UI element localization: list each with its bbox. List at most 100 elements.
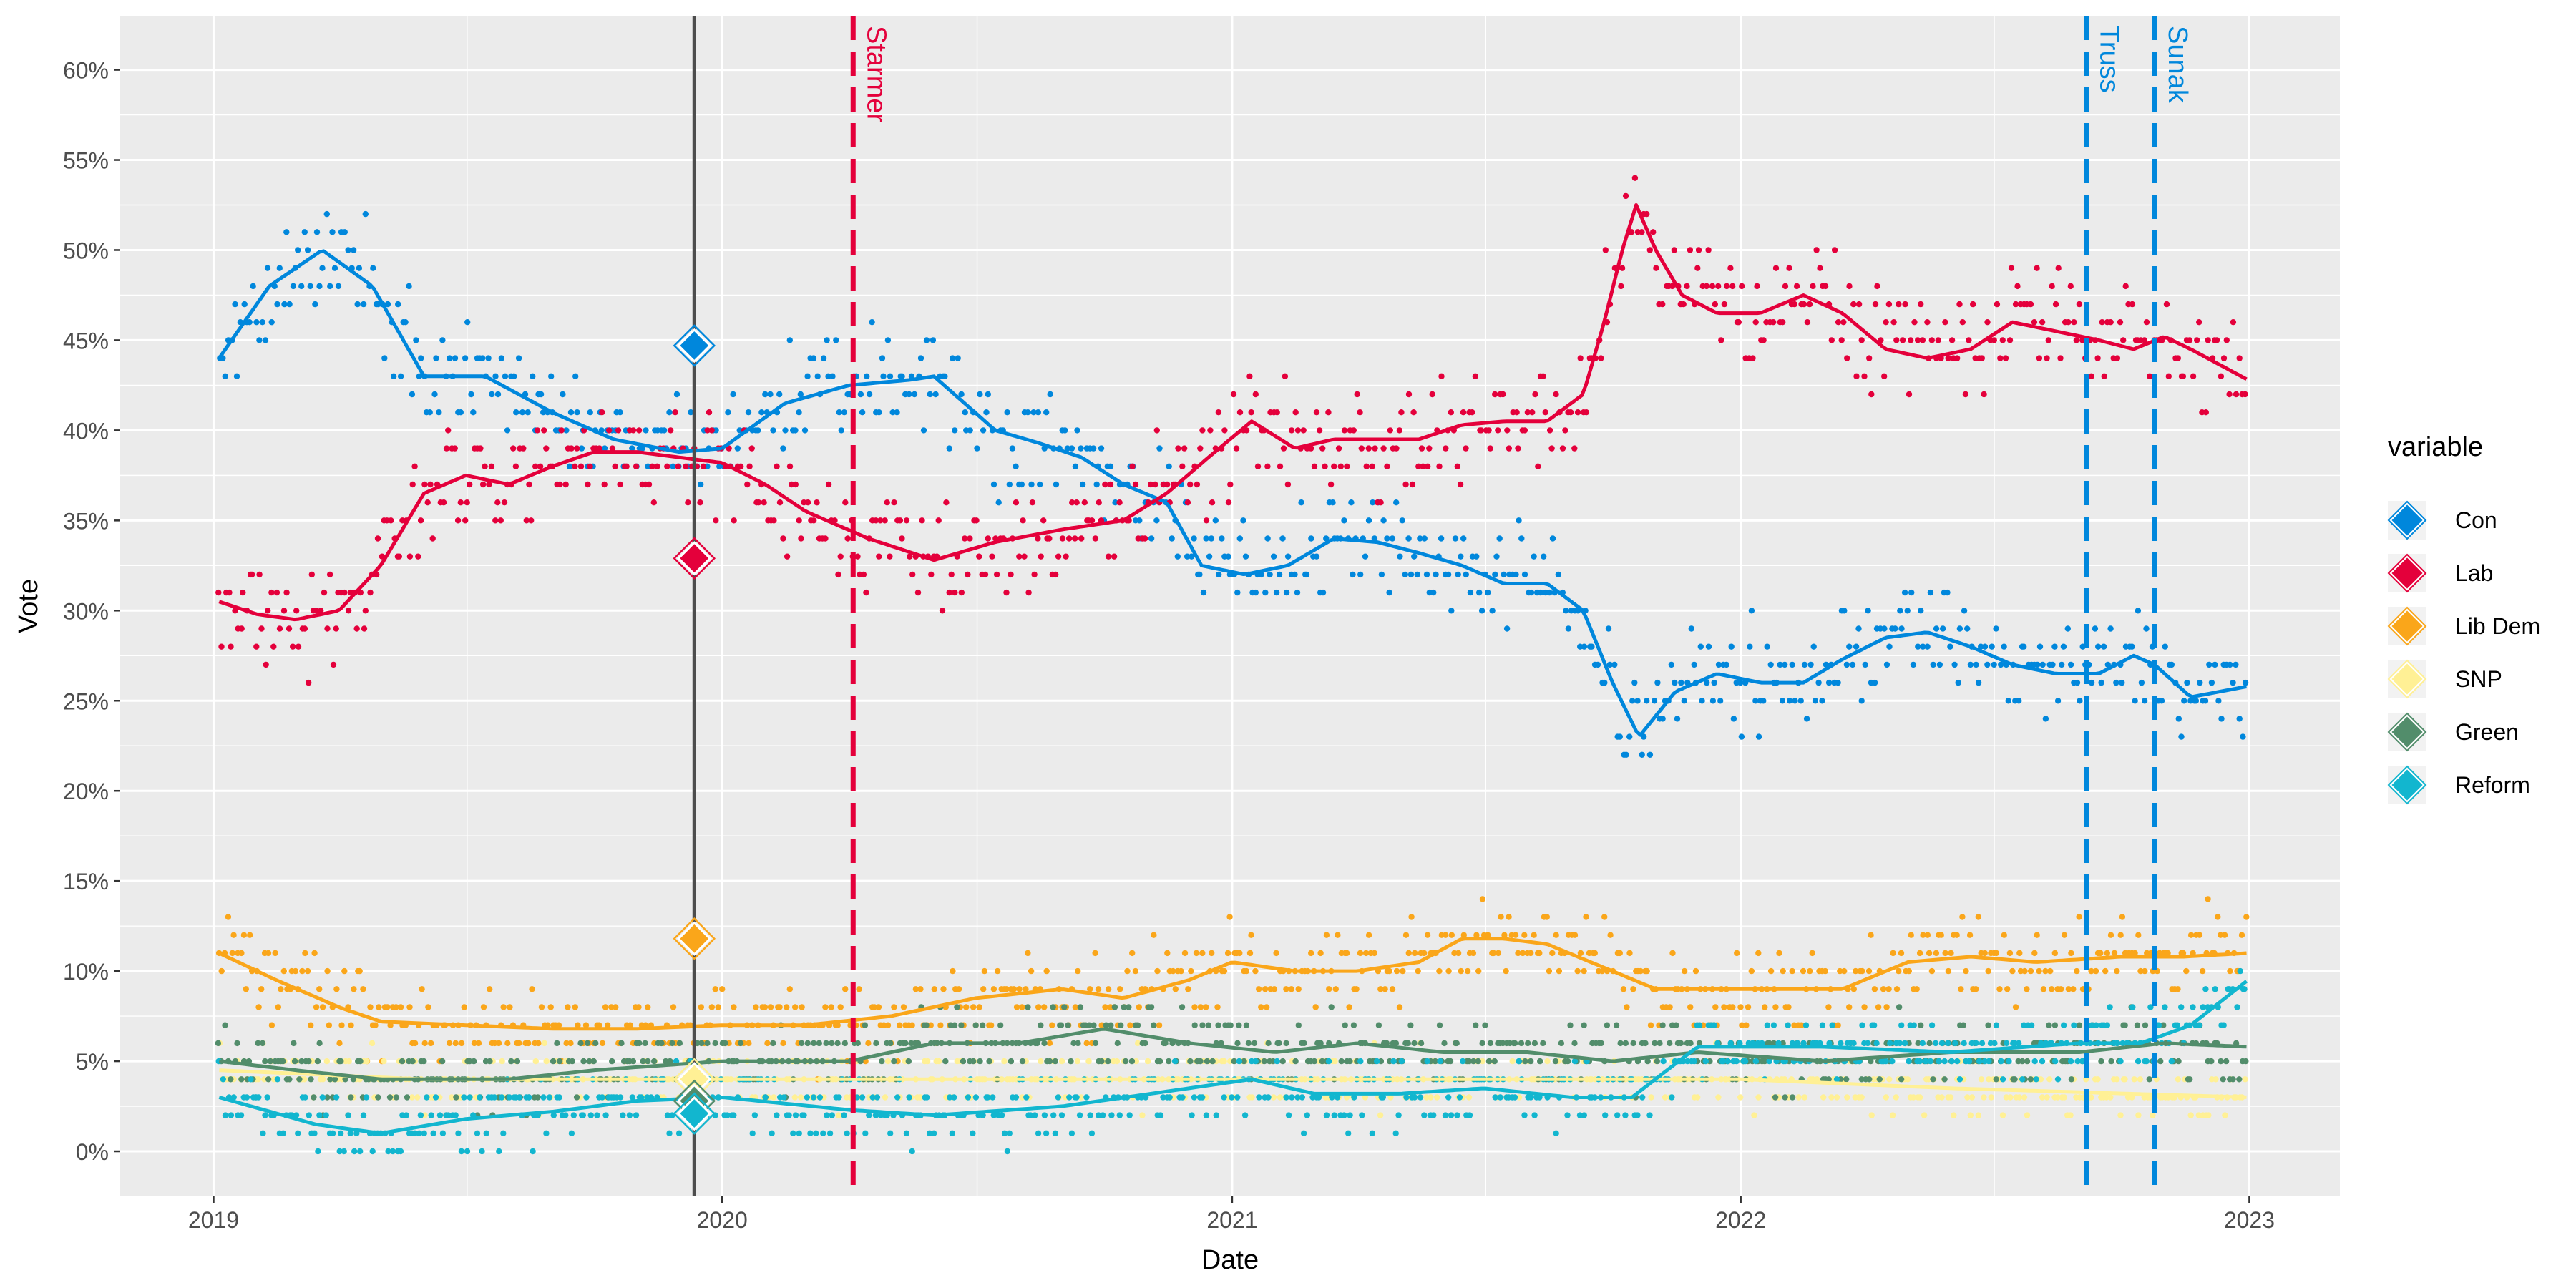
poll-point-reform [1750,1040,1756,1047]
poll-point-con [1927,589,1934,596]
poll-point-green [1540,1040,1546,1047]
poll-point-green [1960,1022,1966,1028]
poll-point-con [1212,517,1219,524]
poll-point-lib-dem [1948,950,1954,957]
y-tick-label: 0% [76,1139,109,1165]
poll-point-snp [255,1076,261,1083]
poll-point-lib-dem [565,1004,571,1010]
poll-point-lab [1369,463,1375,469]
poll-point-con [645,463,651,469]
poll-point-green [1311,1058,1318,1065]
poll-point-snp [1058,1058,1065,1065]
poll-point-con [492,373,499,379]
poll-point-con [2088,679,2095,686]
poll-point-lib-dem [1400,967,1406,975]
poll-point-con [1516,517,1522,524]
poll-point-con [2227,661,2233,668]
poll-point-reform [930,1130,937,1137]
poll-point-lib-dem [1958,986,1964,992]
poll-point-reform [496,1148,502,1155]
poll-point-lib-dem [2107,932,2114,938]
poll-point-green [327,1076,333,1083]
poll-point-lab [835,571,841,578]
poll-point-lab [1739,283,1745,290]
poll-point-lab [396,553,402,560]
y-tick-label: 5% [76,1049,109,1075]
poll-point-lab [1890,319,1897,326]
poll-point-con [713,427,719,434]
poll-point-snp [1967,1112,1974,1118]
poll-point-con [312,301,318,308]
poll-point-con [1276,571,1283,578]
poll-point-green [1205,1022,1212,1028]
poll-point-lib-dem [2074,967,2080,975]
poll-point-con [1908,589,1915,596]
poll-point-reform [1448,1112,1455,1118]
poll-point-green [2024,1058,2031,1065]
poll-point-con [2119,679,2125,686]
poll-point-reform [1737,1040,1743,1047]
poll-point-con [1370,499,1376,506]
poll-point-reform [1553,1130,1559,1137]
poll-point-reform [620,1112,626,1118]
poll-point-lib-dem [538,1004,545,1010]
poll-point-lib-dem [1041,1004,1048,1010]
poll-point-lab [1721,301,1728,308]
poll-point-con [1678,679,1684,686]
poll-point-lib-dem [1996,986,2003,992]
poll-point-reform [220,1076,226,1083]
poll-point-con [1709,698,1717,704]
poll-point-lab [452,445,458,452]
poll-point-lab [2194,337,2200,343]
poll-point-reform [1066,1094,1073,1101]
poll-point-con [1279,535,1286,542]
poll-point-lab [2220,355,2228,361]
poll-point-green [1528,1058,1534,1065]
poll-point-green [1276,1040,1282,1047]
poll-point-green [1108,1022,1114,1028]
poll-point-lib-dem [645,1004,651,1010]
poll-point-lab [1800,301,1807,308]
poll-point-lib-dem [272,950,278,957]
poll-point-snp [364,1058,370,1065]
poll-point-green [1876,1076,1883,1083]
poll-point-snp [791,1094,799,1101]
poll-point-lab [585,481,591,488]
poll-point-lab [1855,301,1863,308]
poll-point-con [2064,625,2071,632]
poll-point-lab [1398,409,1405,416]
poll-point-green [1453,1040,1460,1047]
poll-point-lab [1495,427,1501,434]
poll-point-con [1489,608,1496,614]
poll-point-lab [1981,391,1987,398]
poll-point-lab [1680,301,1687,308]
poll-point-lib-dem [608,1004,615,1010]
poll-point-lab [606,427,613,434]
poll-point-lab [494,499,501,506]
poll-point-lab [1316,427,1323,434]
poll-point-green [222,1022,228,1028]
poll-point-lib-dem [1181,950,1189,957]
poll-point-green [1241,1058,1247,1065]
poll-point-green [1041,1040,1048,1047]
poll-point-lib-dem [504,1040,511,1047]
poll-point-con [1397,553,1403,560]
poll-point-reform [432,1094,439,1101]
poll-point-con [485,355,492,361]
poll-point-lab [897,517,904,524]
poll-point-con [2181,698,2187,704]
result-marker-reform [677,1096,712,1131]
poll-point-con [1956,625,1963,632]
poll-point-lib-dem [458,1040,465,1047]
poll-point-reform [255,1094,262,1101]
poll-point-green [618,1040,625,1047]
poll-point-con [864,373,870,379]
poll-point-lab [1970,301,1976,308]
poll-point-lab [982,571,989,578]
poll-point-green [590,1058,597,1065]
poll-point-lib-dem [225,914,232,920]
poll-point-lib-dem [2047,967,2054,975]
poll-point-green [1114,1040,1121,1047]
poll-point-lib-dem [367,1004,374,1010]
poll-point-reform [1602,1112,1609,1118]
